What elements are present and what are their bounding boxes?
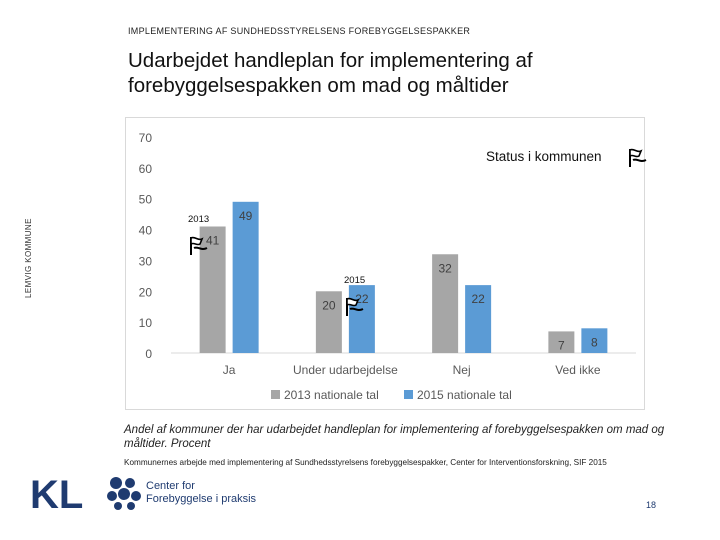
center-logo-text: Center for Forebyggelse i praksis <box>146 480 256 505</box>
municipality-label: LEMVIG KOMMUNE <box>24 218 33 298</box>
bar <box>548 331 575 353</box>
bar <box>232 201 259 353</box>
legend-label: 2013 nationale tal <box>284 388 379 402</box>
data-label: 8 <box>591 335 598 349</box>
chart-caption: Andel af kommuner der har udarbejdet han… <box>124 424 665 450</box>
bar <box>199 226 226 353</box>
chart-container: 0 10 20 30 40 50 60 70 41 49 Ja 20 22 Under udarbejde… <box>125 117 645 410</box>
data-label: 41 <box>206 233 220 247</box>
x-tick-label: Ved ikke <box>555 363 601 377</box>
x-tick-label: Nej <box>453 363 471 377</box>
center-logo-line1: Center for <box>146 480 195 492</box>
page-number: 18 <box>646 500 657 510</box>
y-tick-label: 60 <box>139 162 153 176</box>
legend-label: 2015 nationale tal <box>417 388 512 402</box>
x-tick-label: Under udarbejdelse <box>293 363 398 377</box>
data-label: 22 <box>471 292 485 306</box>
svg-text:KL: KL <box>30 474 83 512</box>
bar-chart: 0 10 20 30 40 50 60 70 41 49 Ja 20 22 Under udarbejde… <box>139 131 636 402</box>
y-tick-label: 40 <box>139 224 153 238</box>
source-note: Kommunernes arbejde med implementering a… <box>124 458 607 467</box>
y-tick-label: 30 <box>139 254 153 268</box>
bar <box>581 328 608 353</box>
flag-2015-icon <box>346 297 364 316</box>
marker-2015-label: 2015 <box>344 275 366 286</box>
status-label: Status i kommunen <box>486 149 602 164</box>
y-tick-label: 50 <box>139 193 153 207</box>
data-label: 49 <box>239 209 253 223</box>
bar <box>432 254 459 353</box>
center-logo-icon <box>107 477 141 510</box>
flag-icon <box>629 148 647 167</box>
y-tick-label: 70 <box>139 131 153 145</box>
supertitle: IMPLEMENTERING AF SUNDHEDSSTYRELSENS FOR… <box>128 26 471 36</box>
flag-2013-icon <box>190 236 208 255</box>
y-tick-label: 10 <box>139 316 153 330</box>
legend-swatch <box>271 390 280 399</box>
bar <box>465 285 492 353</box>
data-label: 20 <box>322 298 336 312</box>
legend-swatch <box>404 390 413 399</box>
center-logo-line2: Forebyggelse i praksis <box>146 492 257 505</box>
y-tick-label: 20 <box>139 285 153 299</box>
marker-2013-label: 2013 <box>188 214 210 225</box>
kl-logo: KL <box>30 474 83 512</box>
data-label: 7 <box>558 338 565 352</box>
y-tick-label: 0 <box>145 347 152 361</box>
data-label: 32 <box>438 261 452 275</box>
x-tick-label: Ja <box>223 363 236 377</box>
bar <box>315 291 342 353</box>
page-title: Udarbejdet handleplan for implementering… <box>128 49 533 97</box>
data-label: 22 <box>355 292 369 306</box>
bar <box>348 285 375 353</box>
